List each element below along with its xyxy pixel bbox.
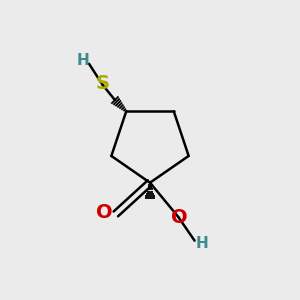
Text: S: S xyxy=(96,74,110,93)
Text: O: O xyxy=(96,203,113,222)
Text: O: O xyxy=(171,208,188,227)
Text: H: H xyxy=(195,236,208,251)
Text: H: H xyxy=(77,53,89,68)
